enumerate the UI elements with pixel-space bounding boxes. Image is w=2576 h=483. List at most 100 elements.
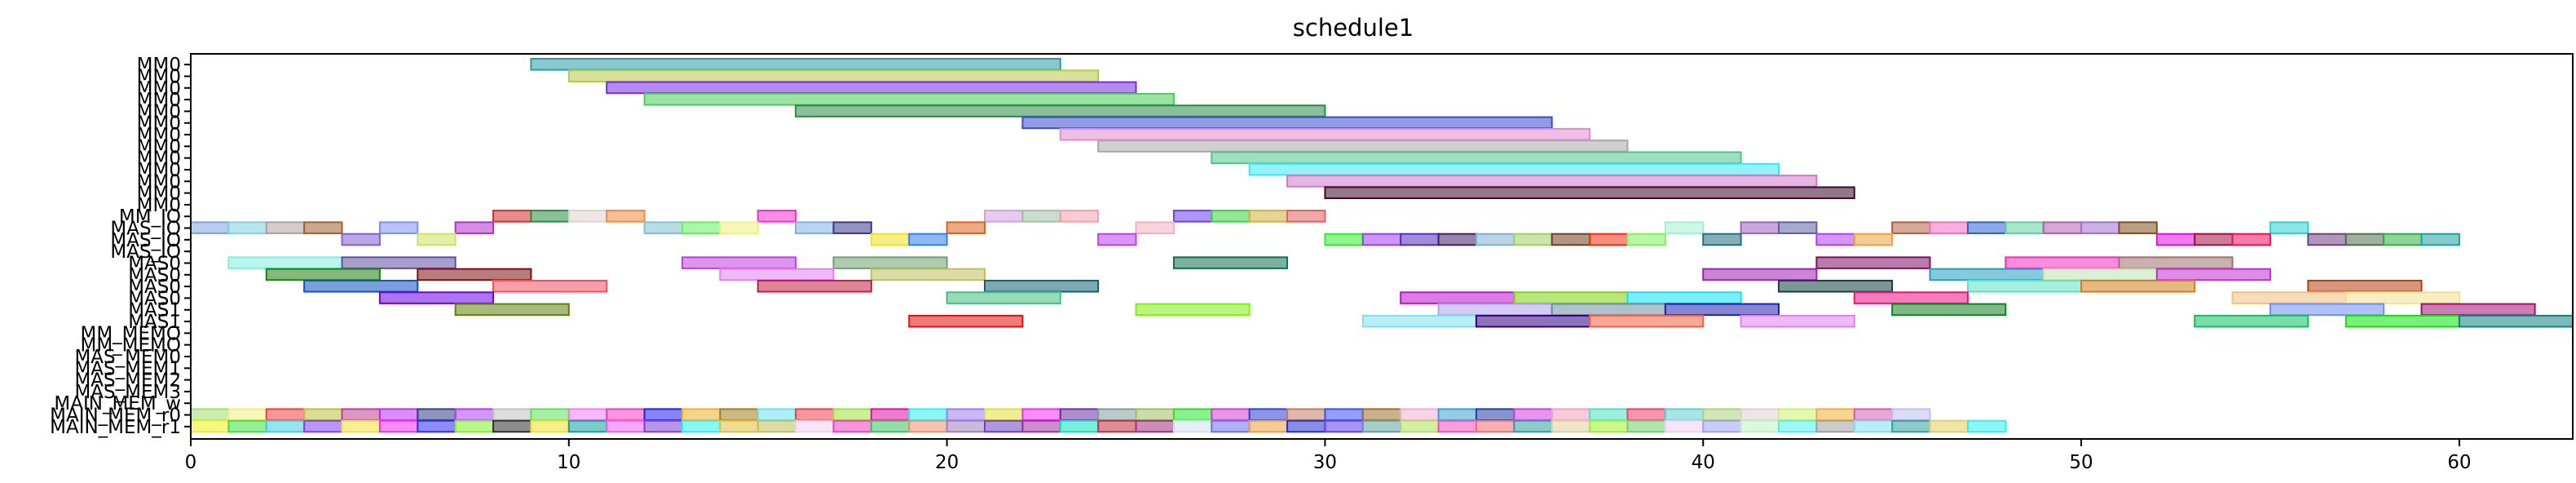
main_mem_colors_r0-block-10 [567, 408, 608, 421]
y-tick-label-9: MM0 [137, 160, 181, 181]
bar-99 [1513, 291, 1629, 304]
main_mem_colors_r1-block-14 [719, 419, 759, 433]
bar-27 [303, 221, 343, 234]
main_mem_colors_r0-block-3 [303, 408, 343, 421]
main_mem_colors_r1-block-4 [341, 419, 381, 433]
bar-46 [2118, 221, 2158, 234]
y-tick-label-25: MAS_MEM0 [74, 347, 181, 368]
bar-107 [1550, 303, 1666, 317]
bar-113 [1361, 314, 1477, 328]
main_mem_colors_r1-block-25 [1135, 419, 1175, 433]
main_mem_colors_r0-block-0 [190, 408, 230, 421]
y-tick-label-27: MAS_MEM2 [74, 370, 181, 392]
bar-53 [1324, 233, 1364, 246]
main_mem_colors_r0-block-20 [946, 408, 986, 421]
bar-24 [190, 221, 230, 234]
bar-72 [227, 256, 343, 269]
bar-69 [2344, 233, 2385, 246]
bar-56 [1437, 233, 1477, 246]
y-tick-label-29: MAIN_MEM_w [54, 393, 181, 414]
y-tick-label-10: MM0 [137, 171, 181, 193]
main_mem_colors_r0-block-18 [870, 408, 911, 421]
bar-102 [2231, 291, 2347, 304]
main_mem_colors_r0-block-41 [1740, 408, 1780, 421]
bar-36 [1135, 221, 1175, 234]
main_mem_colors_r1-block-12 [643, 419, 683, 433]
y-tick-label-8: MM0 [137, 148, 181, 170]
main_mem_colors_r0-block-11 [606, 408, 646, 421]
main_mem_colors_r0-block-12 [643, 408, 683, 421]
main_mem_colors_r1-block-7 [454, 419, 495, 433]
bar-106 [1437, 303, 1553, 317]
y-tick-label-3: MM0 [137, 90, 181, 111]
x-tick-label-5: 50 [2069, 452, 2093, 473]
main_mem_colors_r1-block-23 [1059, 419, 1100, 433]
main_mem_colors_r0-block-26 [1172, 408, 1213, 421]
main_mem_colors_r1-block-44 [1853, 419, 1894, 433]
main_mem_colors_r1-block-39 [1664, 419, 1705, 433]
main_mem_colors_r0-block-39 [1664, 408, 1705, 421]
main_mem_colors_r1-block-40 [1702, 419, 1742, 433]
bar-30 [643, 221, 683, 234]
main_mem_colors_r1-block-45 [1891, 419, 1931, 433]
y-tick-label-13: MM_IO [119, 206, 181, 228]
bar-117 [2194, 314, 2309, 328]
main_mem_colors_r0-block-15 [756, 408, 797, 421]
main_mem_colors_r0-block-7 [454, 408, 495, 421]
bar-45 [2080, 221, 2120, 234]
bar-118 [2344, 314, 2460, 328]
bar-28 [378, 221, 419, 234]
main_mem_colors_r0-block-27 [1211, 408, 1251, 421]
bar-49 [417, 233, 457, 246]
main_mem_colors_r1-block-8 [492, 419, 532, 433]
bar-74 [681, 256, 797, 269]
bar-20 [1172, 210, 1213, 223]
main_mem_colors_r1-block-19 [908, 419, 948, 433]
bar-18 [1021, 210, 1061, 223]
bar-33 [795, 221, 835, 234]
main_mem_colors_r0-block-1 [227, 408, 267, 421]
main_mem_colors_r1-block-21 [984, 419, 1024, 433]
main_mem_colors_r1-block-15 [756, 419, 797, 433]
main_mem_colors_r0-block-28 [1248, 408, 1289, 421]
y-tick-label-24: MM_MEMO [80, 335, 181, 357]
bar-95 [2307, 279, 2423, 293]
main_mem_colors_r1-block-30 [1324, 419, 1364, 433]
main_mem_colors_r1-block-31 [1361, 419, 1402, 433]
main_mem_colors_r1-block-47 [1966, 419, 2007, 433]
bar-22 [1248, 210, 1289, 223]
bar-62 [1702, 233, 1742, 246]
bar-26 [265, 221, 306, 234]
bar-9 [1248, 162, 1780, 176]
main_mem_colors_r0-block-2 [265, 408, 306, 421]
y-tick-label-14: MAS_IO [110, 219, 181, 240]
main_mem_colors_r1-block-16 [795, 419, 835, 433]
bar-112 [908, 314, 1024, 328]
bar-11 [1324, 186, 1855, 200]
bar-29 [454, 221, 495, 234]
bar-59 [1550, 233, 1591, 246]
bar-103 [2344, 291, 2460, 304]
main_mem_colors_r0-block-32 [1400, 408, 1440, 421]
main_mem_colors_r0-block-34 [1475, 408, 1515, 421]
bar-21 [1211, 210, 1251, 223]
y-tick-label-15: MAS_IO [110, 230, 181, 251]
bar-0 [530, 58, 1061, 71]
x-tick-label-2: 20 [935, 452, 959, 473]
x-tick-label-0: 0 [185, 452, 197, 473]
main_mem_colors_r1-block-2 [265, 419, 306, 433]
bar-6 [1059, 127, 1591, 141]
y-tick-label-7: MM0 [137, 136, 181, 157]
y-tick-label-26: MAS_MEM1 [74, 358, 181, 379]
bar-100 [1626, 291, 1742, 304]
main_mem_colors_r0-block-42 [1778, 408, 1818, 421]
bar-19 [1059, 210, 1100, 223]
main_mem_colors_r1-block-28 [1248, 419, 1289, 433]
bar-71 [2420, 233, 2460, 246]
main_mem_colors_r1-block-9 [530, 419, 570, 433]
bar-114 [1475, 314, 1591, 328]
bar-48 [341, 233, 381, 246]
main_mem_colors_r0-block-16 [795, 408, 835, 421]
main_mem_colors_r0-block-33 [1437, 408, 1477, 421]
bar-41 [1929, 221, 1969, 234]
